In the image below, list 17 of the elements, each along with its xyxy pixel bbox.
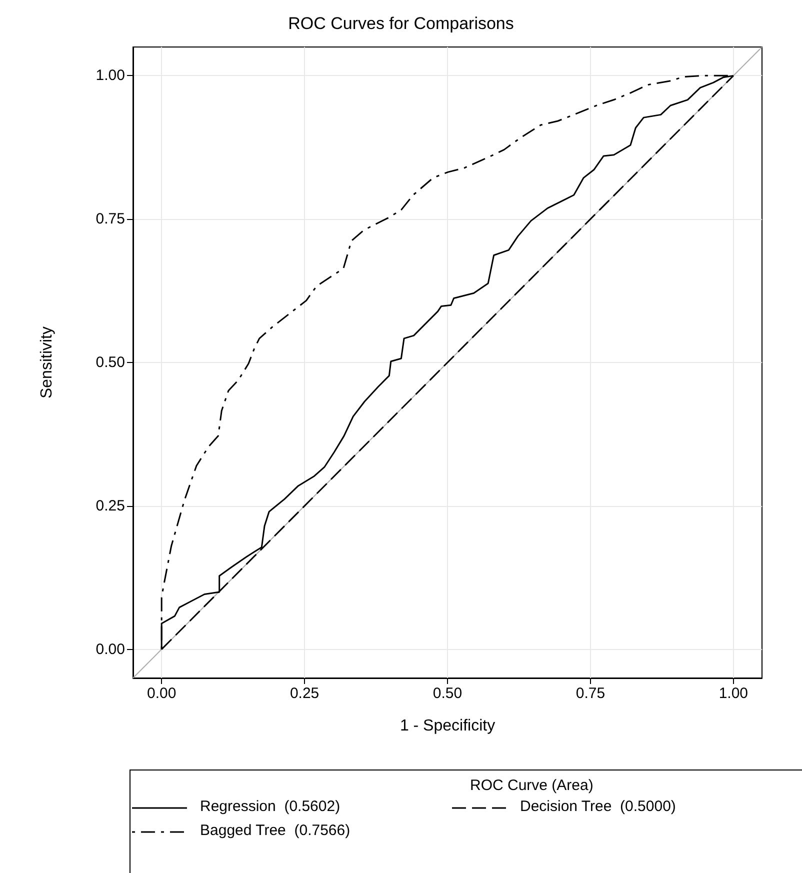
x-tick-label: 1.00	[718, 685, 748, 702]
x-axis-title: 1 - Specificity	[400, 718, 496, 734]
y-tick-label: 0.75	[96, 210, 125, 228]
x-tick-label: 0.50	[432, 685, 462, 702]
y-axis-title: Sensitivity	[38, 326, 56, 399]
y-tick-label: 0.25	[96, 497, 125, 514]
x-tick-label: 0.25	[290, 685, 320, 702]
y-tick-label: 0.50	[96, 354, 125, 371]
x-tick-label: 0.75	[576, 685, 606, 702]
chart-title: ROC Curves for Comparisons	[288, 14, 514, 33]
legend-label: Decision Tree (0.5000)	[520, 798, 676, 815]
legend-label: Bagged Tree (0.7566)	[200, 822, 350, 839]
y-tick-label: 0.00	[96, 640, 125, 658]
legend-label: Regression (0.5602)	[200, 798, 340, 815]
y-tick-label: 1.00	[96, 67, 125, 84]
legend-title: ROC Curve (Area)	[470, 777, 594, 794]
x-tick-label: 0.00	[146, 685, 176, 702]
